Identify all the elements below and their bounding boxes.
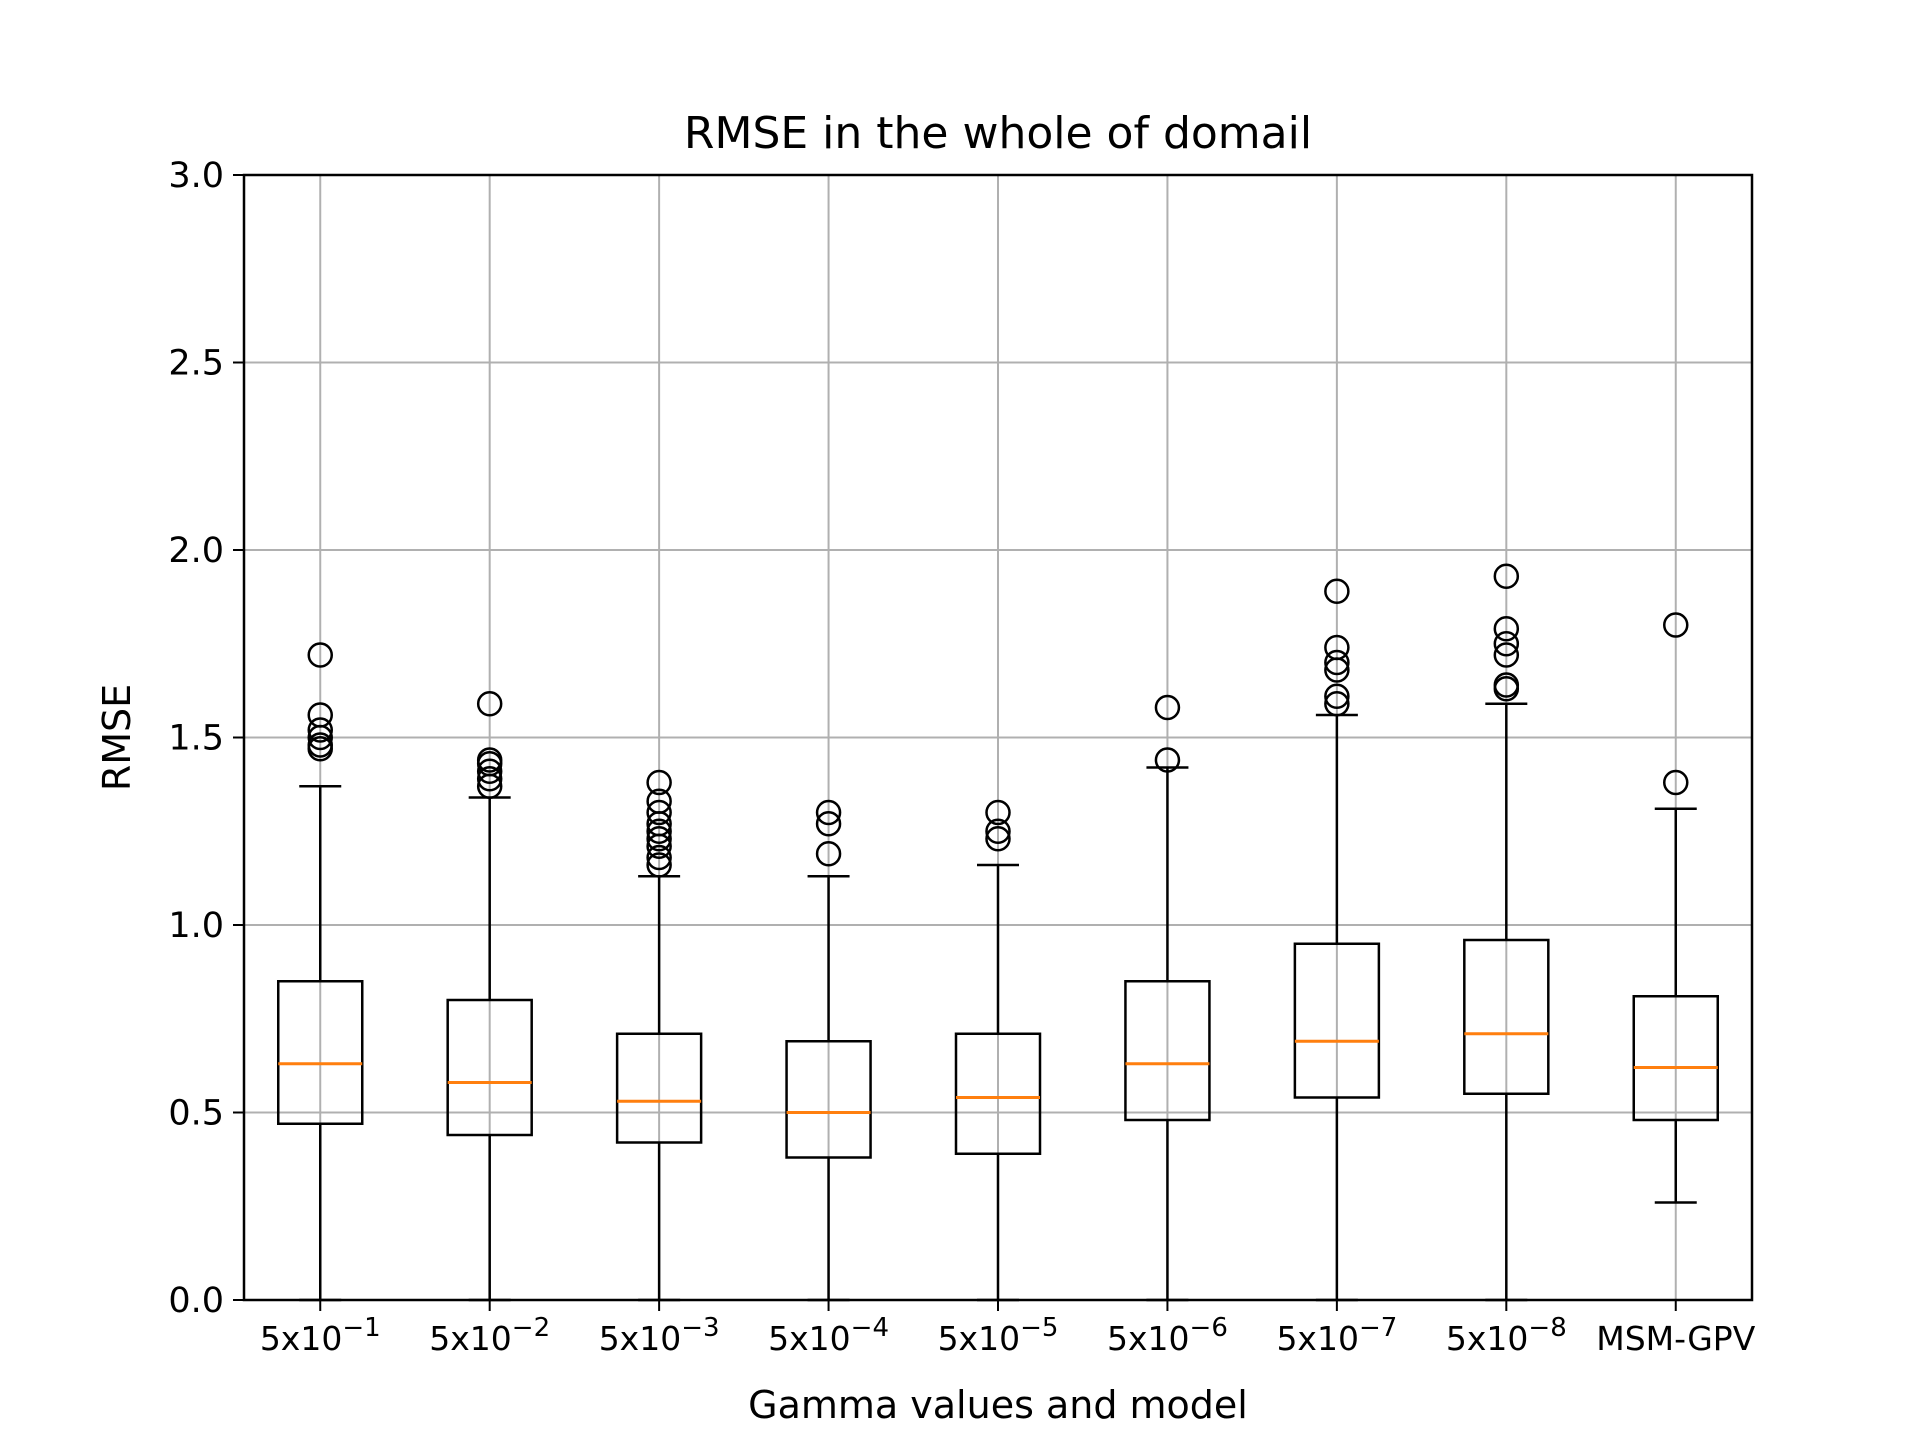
- x-tick-label: 5x10−6: [1107, 1313, 1228, 1358]
- box-group: [785, 799, 872, 1302]
- x-tick-label-exponent: −8: [1528, 1313, 1566, 1343]
- outlier-point: [307, 642, 333, 668]
- y-tick-label: 0.0: [168, 1281, 224, 1321]
- outlier-point: [476, 747, 503, 773]
- x-tick-label: 5x10−7: [1276, 1313, 1397, 1358]
- outlier-point: [1154, 694, 1181, 721]
- outlier-point: [476, 758, 503, 784]
- y-tick-label: 1.5: [168, 719, 224, 759]
- outlier-point: [1324, 691, 1350, 717]
- x-tick-label: MSM-GPV: [1596, 1319, 1755, 1358]
- x-tick-label-exponent: −1: [342, 1313, 380, 1343]
- box-iqr: [446, 998, 533, 1137]
- outlier-point: [1324, 683, 1350, 709]
- outlier-point: [1493, 642, 1520, 668]
- outlier-point: [985, 799, 1011, 826]
- x-tick-label-base: 5x10: [429, 1319, 512, 1358]
- outlier-point: [307, 702, 333, 728]
- x-tick-label: 5x10−5: [938, 1313, 1059, 1358]
- outlier-point: [646, 818, 672, 844]
- y-axis-label: RMSE: [95, 684, 139, 791]
- grid: [244, 174, 1752, 1301]
- plot-area: [276, 563, 1720, 1302]
- outlier-point: [815, 811, 842, 837]
- outlier-point: [1493, 631, 1520, 657]
- outlier-point: [646, 788, 672, 814]
- box-iqr: [954, 1032, 1042, 1155]
- outlier-point: [1324, 649, 1350, 676]
- y-tick-label: 2.0: [168, 531, 224, 571]
- box-iqr: [1124, 980, 1211, 1122]
- box-group: [954, 799, 1042, 1302]
- box-iqr: [1632, 995, 1720, 1122]
- x-tick-label-base: 5x10: [599, 1319, 682, 1358]
- outlier-point: [985, 826, 1011, 852]
- outlier-point: [1324, 578, 1350, 604]
- x-tick-label: 5x10−3: [599, 1313, 720, 1358]
- outlier-point: [1663, 612, 1689, 638]
- box-iqr: [615, 1032, 703, 1144]
- x-axis-label: Gamma values and model: [748, 1383, 1248, 1427]
- outlier-point: [646, 799, 672, 826]
- outlier-point: [476, 766, 503, 792]
- x-tick-label-base: 5x10: [260, 1319, 343, 1358]
- outlier-point: [646, 852, 672, 878]
- box-iqr: [1293, 942, 1381, 1099]
- outlier-point: [307, 732, 333, 758]
- box-group: [1124, 694, 1211, 1302]
- x-tick-label-exponent: −7: [1359, 1313, 1397, 1343]
- outlier-point: [1493, 616, 1520, 642]
- outlier-point: [985, 818, 1011, 844]
- box-iqr: [785, 1040, 872, 1159]
- outlier-point: [307, 717, 333, 743]
- outlier-point: [1493, 672, 1520, 698]
- x-tick-label-base: 5x10: [1446, 1319, 1529, 1358]
- box-iqr: [1463, 938, 1550, 1095]
- x-tick-label: 5x10−1: [260, 1313, 381, 1358]
- x-tick-label-base: MSM-GPV: [1596, 1319, 1755, 1358]
- outlier-point: [815, 799, 842, 826]
- outlier-point: [1663, 769, 1689, 796]
- x-tick-label-base: 5x10: [768, 1319, 851, 1358]
- outlier-point: [815, 841, 842, 867]
- x-tick-label-exponent: −6: [1190, 1313, 1228, 1343]
- x-tick-label: 5x10−2: [429, 1313, 550, 1358]
- box-group: [1632, 612, 1720, 1204]
- outlier-point: [646, 844, 672, 871]
- x-tick-label: 5x10−8: [1446, 1313, 1567, 1358]
- outlier-point: [1493, 563, 1520, 589]
- x-tick-label-exponent: −5: [1020, 1313, 1058, 1343]
- x-tick-label-base: 5x10: [938, 1319, 1021, 1358]
- outlier-point: [1154, 747, 1181, 773]
- x-tick-label-exponent: −4: [851, 1313, 889, 1343]
- outlier-point: [1324, 634, 1350, 661]
- y-tick-label: 0.5: [168, 1094, 224, 1134]
- outlier-point: [646, 826, 672, 852]
- x-tick-label-base: 5x10: [1276, 1319, 1359, 1358]
- outlier-point: [646, 769, 672, 796]
- x-tick-label-exponent: −2: [512, 1313, 550, 1343]
- y-tick-label: 2.5: [168, 344, 224, 384]
- x-tick-label-base: 5x10: [1107, 1319, 1190, 1358]
- x-tick-label: 5x10−4: [768, 1313, 889, 1358]
- y-tick-label: 3.0: [168, 156, 224, 196]
- chart-title: RMSE in the whole of domail: [684, 108, 1312, 159]
- x-tick-label-exponent: −3: [681, 1313, 719, 1343]
- box-group: [276, 642, 364, 1302]
- y-tick-label: 1.0: [168, 906, 224, 946]
- outlier-point: [476, 691, 503, 717]
- box-iqr: [276, 980, 364, 1125]
- box-group: [446, 691, 533, 1302]
